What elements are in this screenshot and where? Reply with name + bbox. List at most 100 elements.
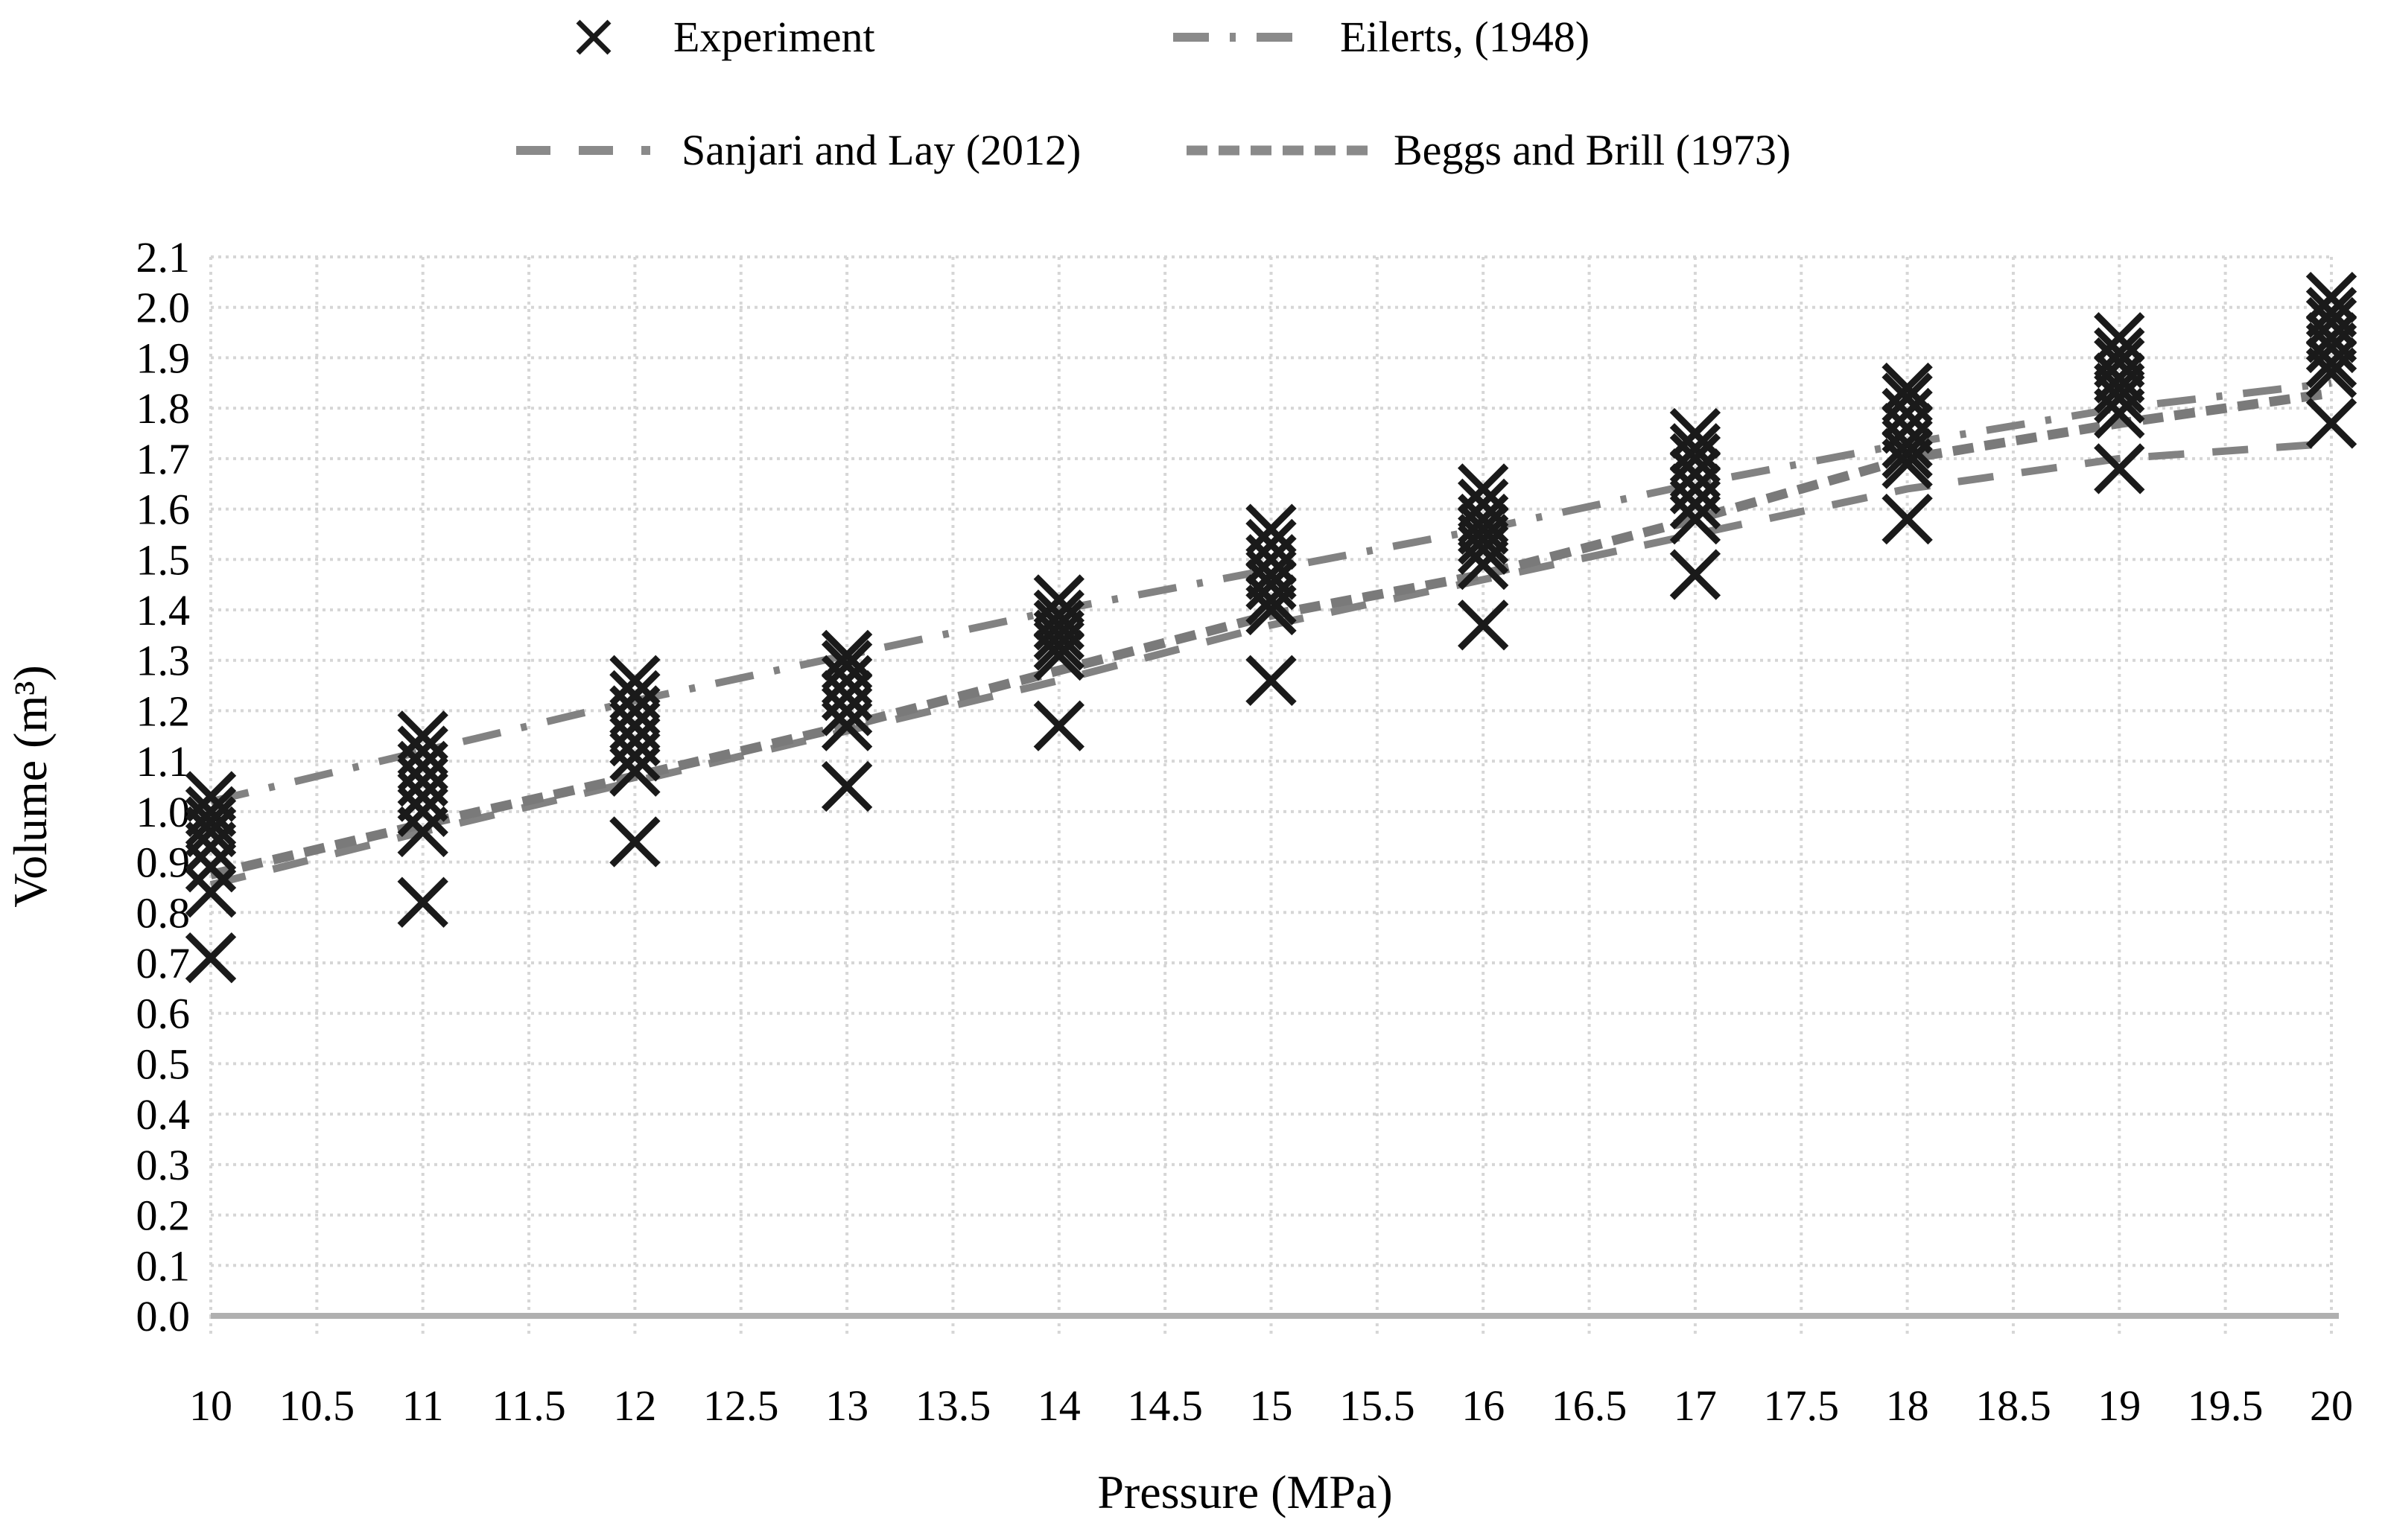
y-tick-label: 0.7 — [136, 939, 191, 987]
x-tick-label: 15.5 — [1339, 1381, 1415, 1430]
legend-label-experiment: Experiment — [673, 13, 875, 61]
x-tick-label: 18.5 — [1975, 1381, 2051, 1430]
x-tick-label: 13 — [825, 1381, 868, 1430]
data-point-x-marker — [1458, 599, 1509, 651]
data-point-x-marker — [821, 700, 873, 751]
data-point-x-marker — [1881, 493, 1933, 545]
data-point-x-marker — [1245, 574, 1297, 626]
x-tick-label: 16.5 — [1552, 1381, 1628, 1430]
data-point-x-marker — [821, 685, 873, 736]
data-point-x-marker — [1881, 438, 1933, 489]
line-short-dash — [209, 388, 2332, 879]
y-tick-label: 0.2 — [136, 1191, 191, 1240]
x-tick-label: 14.5 — [1127, 1381, 1203, 1430]
legend-label-sanjari: Sanjari and Lay (2012) — [682, 126, 1082, 174]
y-tick-label: 1.7 — [136, 435, 191, 483]
x-tick-label: 14 — [1038, 1381, 1081, 1430]
y-tick-label: 0.9 — [136, 839, 191, 887]
data-point-x-marker — [1033, 700, 1085, 751]
y-tick-label: 1.0 — [136, 788, 191, 836]
data-point-x-marker — [1881, 362, 1933, 414]
x-tick-label: 11 — [402, 1381, 444, 1430]
y-tick-label: 1.8 — [136, 384, 191, 433]
x-tick-label: 19 — [2098, 1381, 2141, 1430]
y-tick-label: 0.0 — [136, 1292, 191, 1340]
legend-label-eilerts: Eilerts, (1948) — [1340, 13, 1590, 61]
y-tick-label: 1.3 — [136, 637, 191, 685]
data-point-x-marker — [397, 806, 448, 858]
data-point-x-marker — [1033, 609, 1085, 661]
data-point-x-marker — [609, 816, 661, 868]
y-tick-label: 0.8 — [136, 888, 191, 937]
data-point-x-marker — [1458, 514, 1509, 565]
data-point-x-marker — [1881, 427, 1933, 480]
x-tick-label: 10 — [189, 1381, 232, 1430]
legend-item-sanjari: Sanjari and Lay (2012) — [516, 113, 1081, 188]
data-point-x-marker — [1458, 538, 1509, 591]
data-point-x-marker — [1245, 559, 1297, 611]
data-point-x-marker — [2305, 337, 2357, 389]
y-tick-label: 1.4 — [136, 586, 191, 634]
sanjari-long-dash-line-icon — [516, 142, 650, 159]
data-point-x-marker — [1669, 493, 1721, 545]
y-tick-label: 1.6 — [136, 486, 191, 534]
data-point-x-marker — [2305, 296, 2357, 349]
y-tick-label: 0.4 — [136, 1090, 191, 1139]
x-tick-label: 13.5 — [915, 1381, 991, 1430]
x-tick-label: 12 — [613, 1381, 656, 1430]
data-point-x-marker — [1669, 549, 1721, 600]
y-tick-label: 1.2 — [136, 687, 191, 735]
data-point-x-marker — [185, 841, 237, 893]
x-tick-label: 15 — [1250, 1381, 1293, 1430]
data-point-x-marker — [821, 629, 873, 681]
data-point-x-marker — [2305, 322, 2357, 374]
data-point-x-marker — [397, 786, 448, 838]
y-axis-title: Volume (m³) — [4, 665, 57, 908]
y-tick-label: 0.5 — [136, 1040, 191, 1088]
data-point-x-marker — [609, 745, 661, 797]
x-tick-label: 20 — [2310, 1381, 2353, 1430]
x-tick-label: 12.5 — [703, 1381, 779, 1430]
legend-item-beggs: Beggs and Brill (1973) — [1187, 113, 1791, 188]
beggs-short-dash-line-icon — [1187, 142, 1373, 159]
data-point-x-marker — [1245, 534, 1297, 585]
line-long-dash — [209, 439, 2332, 888]
data-point-x-marker — [2305, 347, 2357, 398]
data-point-x-marker — [2094, 362, 2145, 414]
data-point-x-marker — [185, 821, 237, 873]
data-point-x-marker — [2094, 387, 2145, 439]
x-tick-label: 10.5 — [279, 1381, 355, 1430]
x-tick-label: 17 — [1674, 1381, 1717, 1430]
data-point-x-marker — [185, 867, 237, 918]
data-point-x-marker — [821, 760, 873, 812]
data-point-x-marker — [1245, 655, 1297, 706]
data-point-x-marker — [185, 796, 237, 847]
data-point-x-marker — [1458, 524, 1509, 575]
data-point-x-marker — [1033, 629, 1085, 681]
data-point-x-marker — [1669, 478, 1721, 529]
y-tick-label: 1.5 — [136, 535, 191, 584]
data-point-x-marker — [2305, 398, 2357, 449]
y-tick-label: 1.1 — [136, 737, 191, 786]
data-point-x-marker — [1669, 407, 1721, 459]
legend-item-experiment: Experiment — [572, 0, 875, 74]
line-dash-dot — [209, 379, 2332, 806]
data-point-x-marker — [1669, 423, 1721, 474]
x-tick-label: 17.5 — [1764, 1381, 1840, 1430]
data-point-x-marker — [1881, 418, 1933, 469]
experiment-x-marker-icon — [572, 16, 615, 59]
legend-item-eilerts: Eilerts, (1948) — [1173, 0, 1590, 74]
y-tick-label: 0.3 — [136, 1141, 191, 1189]
data-point-x-marker — [609, 731, 661, 782]
x-axis-title: Pressure (MPa) — [1097, 1466, 1392, 1518]
data-point-x-marker — [1245, 584, 1297, 636]
x-tick-label: 16 — [1461, 1381, 1505, 1430]
data-point-x-marker — [2094, 372, 2145, 424]
eilerts-dash-dot-line-icon — [1173, 29, 1307, 45]
x-tick-label: 19.5 — [2188, 1381, 2264, 1430]
y-tick-label: 0.6 — [136, 990, 191, 1038]
x-tick-label: 18 — [1886, 1381, 1929, 1430]
y-tick-label: 2.0 — [136, 284, 191, 332]
